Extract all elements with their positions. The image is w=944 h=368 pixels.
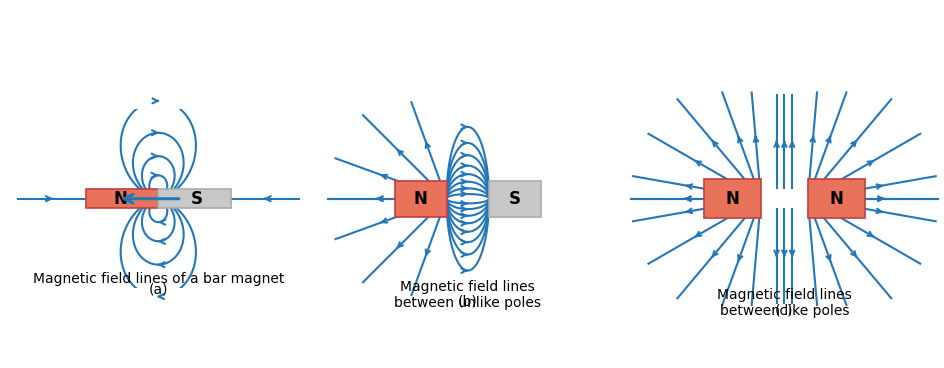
Bar — [395, 181, 447, 217]
Bar — [86, 190, 159, 208]
Text: S: S — [191, 190, 202, 208]
Bar — [489, 181, 540, 217]
Bar — [807, 179, 864, 219]
Text: (a): (a) — [148, 283, 168, 297]
Text: Magnetic field lines
between like poles: Magnetic field lines between like poles — [716, 288, 851, 318]
Text: N: N — [113, 190, 126, 208]
Text: N: N — [413, 190, 427, 208]
Text: N: N — [725, 190, 738, 208]
Bar — [159, 190, 230, 208]
Bar — [703, 179, 760, 219]
Text: Magnetic field lines
between unlike poles: Magnetic field lines between unlike pole… — [394, 280, 541, 310]
Text: Magnetic field lines of a bar magnet: Magnetic field lines of a bar magnet — [32, 272, 284, 286]
Text: (c): (c) — [774, 304, 793, 318]
Text: N: N — [829, 190, 842, 208]
Text: (b): (b) — [458, 294, 477, 308]
Text: S: S — [509, 190, 520, 208]
